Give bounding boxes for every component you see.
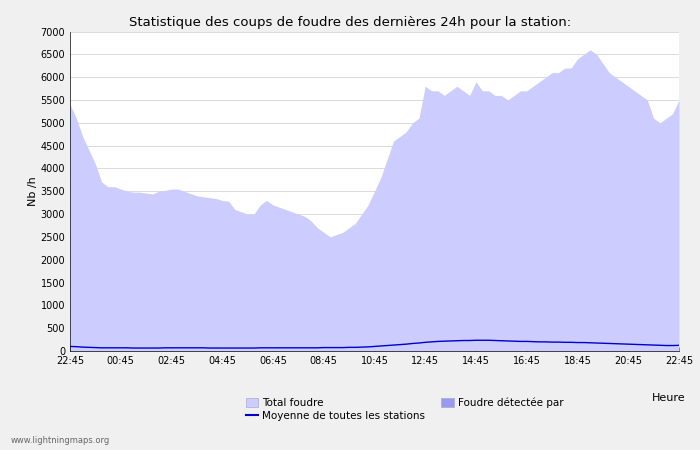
Text: Heure: Heure	[652, 392, 685, 403]
Y-axis label: Nb /h: Nb /h	[27, 176, 38, 206]
Text: Statistique des coups de foudre des dernières 24h pour la station:: Statistique des coups de foudre des dern…	[129, 16, 571, 29]
Text: www.lightningmaps.org: www.lightningmaps.org	[10, 436, 110, 445]
Legend: Total foudre, Moyenne de toutes les stations, Foudre détectée par: Total foudre, Moyenne de toutes les stat…	[246, 398, 564, 421]
